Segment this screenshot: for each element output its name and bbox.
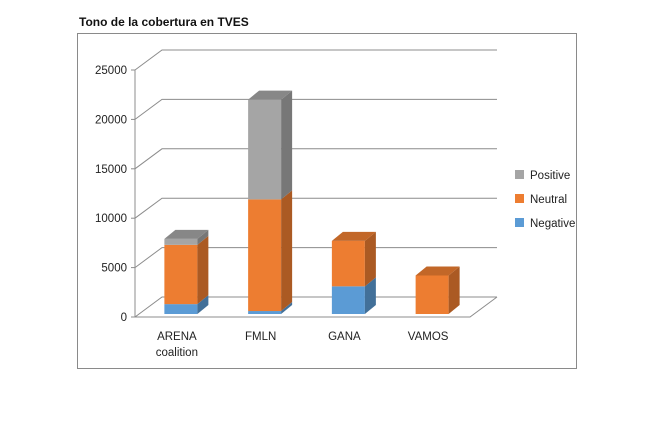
bar-0-2-front [164,238,198,245]
y-tick-label-5: 25000 [95,65,127,77]
legend-swatch-neutral [515,194,524,203]
bar-2-0-side [364,277,376,314]
bar-0-1-side [197,235,209,305]
legend-swatch-negative [515,218,524,227]
bar-0-top [164,229,209,239]
bar-1-2-front [248,99,282,200]
bar-1-0-side [281,302,293,314]
y-tick-label-4: 20000 [95,114,127,126]
bar-1-2-side [281,90,293,200]
bar-3-1-side [448,266,460,314]
gridline-5 [134,49,497,71]
bar-2-0-front [331,286,365,314]
category-label-2-0: GANA [328,331,361,343]
y-ticks-layer: 0 5000 10000 15000 20000 25000 [95,65,135,324]
legend-swatch-positive [515,170,524,179]
category-label-3-0: VAMOS [408,331,449,343]
legend-label-negative: Negative [530,218,575,230]
gridline-2 [134,197,497,219]
category-label-1-0: FMLN [245,331,276,343]
category-label-0-0: ARENA [157,331,197,343]
bar-2-1-side [364,231,376,287]
chart-frame [77,33,577,369]
grid-layer [134,49,498,318]
gridline-1 [134,247,497,269]
gridline-3 [134,148,497,170]
bar-1-top [248,90,293,100]
x-categories-layer: ARENA coalition FMLN GANA VAMOS [156,331,449,359]
bar-2-1-front [331,240,365,287]
bar-3-top [415,266,460,276]
gridline-4 [134,98,497,120]
bar-1-0-front [248,311,282,314]
legend-label-neutral: Neutral [530,194,567,206]
floor-edge [135,296,498,318]
y-tick-label-3: 15000 [95,164,127,176]
bar-3-1-front [415,275,449,314]
y-tick-label-0: 0 [121,312,127,324]
legend: Positive Neutral Negative [515,170,575,230]
bar-1-1-front [248,199,282,312]
y-tick-label-1: 5000 [101,263,127,275]
bars-layer [164,90,460,314]
bar-0-1-front [164,244,198,305]
bar-2-top [331,231,376,241]
legend-label-positive: Positive [530,170,570,182]
chart-title: Tono de la cobertura en TVES [79,15,249,29]
bar-0-2-side [197,229,209,245]
category-label-0-1: coalition [156,347,198,359]
gridline-0 [134,296,497,318]
bar-1-1-side [281,190,293,312]
y-tick-label-2: 10000 [95,213,127,225]
bar-0-0-side [197,295,209,314]
bar-0-0-front [164,304,198,314]
